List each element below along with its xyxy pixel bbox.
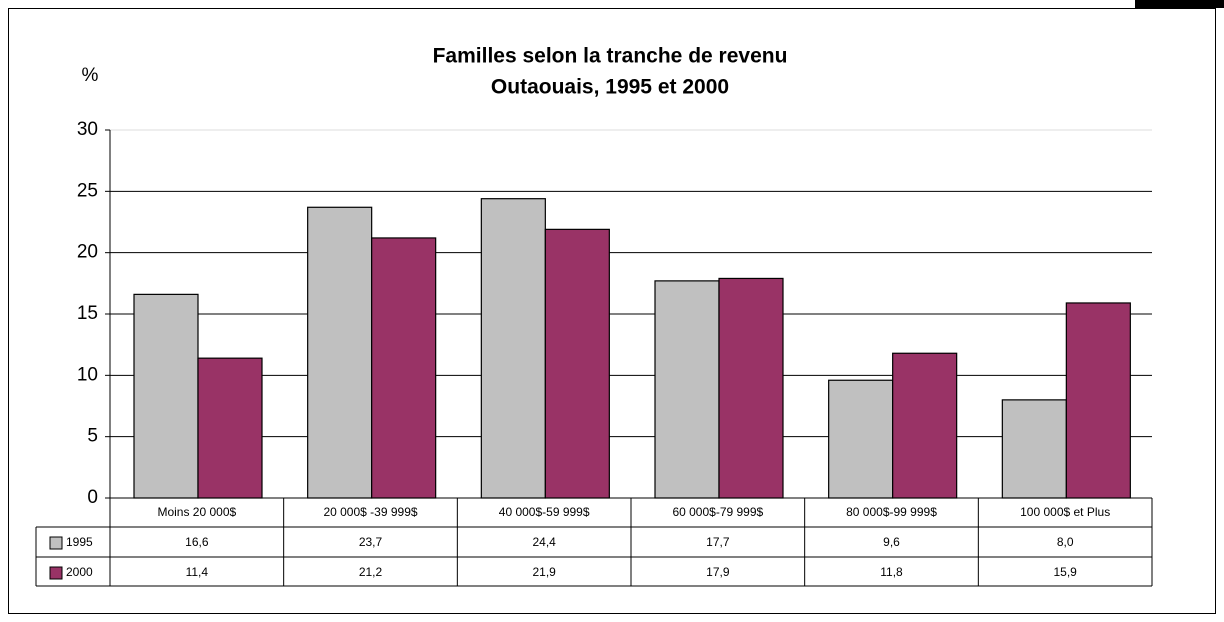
bar [1065, 302, 1131, 499]
table-cell: 11,4 [186, 565, 209, 579]
table-cell: 8,0 [1057, 535, 1074, 549]
bar [828, 379, 894, 499]
bar [718, 277, 784, 499]
table-cell: 24,4 [532, 535, 556, 549]
table-cell: 11,8 [880, 565, 903, 579]
chart-title: Familles selon la tranche de revenu [433, 45, 788, 68]
legend-swatch [49, 536, 63, 550]
y-tick-label: 10 [77, 364, 98, 385]
table-cell: 21,2 [359, 565, 383, 579]
chart-border [8, 8, 1216, 614]
bar [307, 206, 373, 499]
bar [133, 293, 199, 499]
y-axis-label: % [82, 65, 99, 86]
bar [544, 228, 610, 499]
legend-swatch [49, 566, 63, 580]
bar [480, 198, 546, 499]
y-tick-label: 5 [87, 426, 98, 447]
table-cell: 16,6 [185, 535, 209, 549]
bar [371, 237, 437, 499]
bar [892, 352, 958, 499]
x-tick-label: 60 000$-79 999$ [672, 505, 763, 519]
bar [197, 357, 263, 499]
x-tick-label: 40 000$-59 999$ [499, 505, 590, 519]
bar [654, 280, 720, 499]
y-tick-label: 20 [77, 242, 98, 263]
table-cell: 17,9 [706, 565, 730, 579]
y-tick-label: 30 [77, 119, 98, 140]
table-cell: 17,7 [706, 535, 730, 549]
chart-subtitle: Outaouais, 1995 et 2000 [491, 76, 729, 99]
y-tick-label: 0 [87, 487, 98, 508]
legend-label: 1995 [66, 535, 93, 549]
x-tick-label: 80 000$-99 999$ [846, 505, 937, 519]
legend-label: 2000 [66, 565, 93, 579]
y-tick-label: 25 [77, 180, 98, 201]
x-tick-label: 20 000$ -39 999$ [323, 505, 417, 519]
bar [1001, 399, 1067, 499]
x-tick-label: 100 000$ et Plus [1020, 505, 1110, 519]
table-cell: 21,9 [532, 565, 556, 579]
corner-tab [1135, 0, 1224, 8]
table-cell: 15,9 [1053, 565, 1077, 579]
table-cell: 9,6 [883, 535, 900, 549]
table-cell: 23,7 [359, 535, 383, 549]
x-tick-label: Moins 20 000$ [157, 505, 236, 519]
y-tick-label: 15 [77, 303, 98, 324]
